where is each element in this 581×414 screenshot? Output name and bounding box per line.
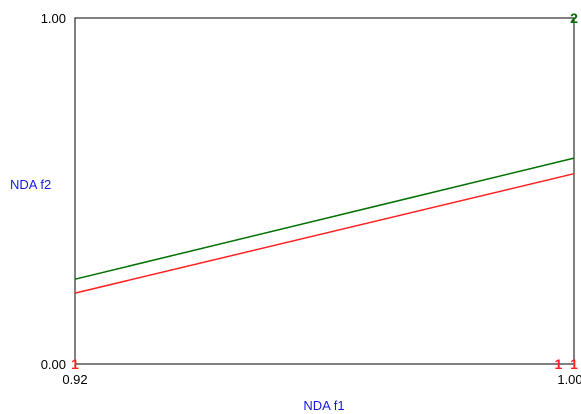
- point-marker-1: 2: [570, 10, 578, 26]
- series-layer: [74, 157, 575, 294]
- x-tick-label-left: 0.92: [62, 372, 87, 387]
- marker-layer: 21 1 1: [71, 10, 578, 372]
- plot-area-frame: [74, 17, 575, 365]
- point-marker-4: 1: [570, 356, 578, 372]
- point-marker-2: 1: [71, 356, 79, 372]
- series-line-1: [74, 157, 575, 280]
- y-axis-label: NDA f2: [10, 177, 51, 192]
- y-tick-label-bottom: 0.00: [41, 357, 66, 372]
- y-tick-label-top: 1.00: [41, 11, 66, 26]
- series-line-2: [74, 172, 575, 294]
- x-axis-label: NDA f1: [303, 398, 344, 413]
- x-tick-label-right: 1.00: [557, 372, 581, 387]
- point-marker-3: 1: [555, 356, 563, 372]
